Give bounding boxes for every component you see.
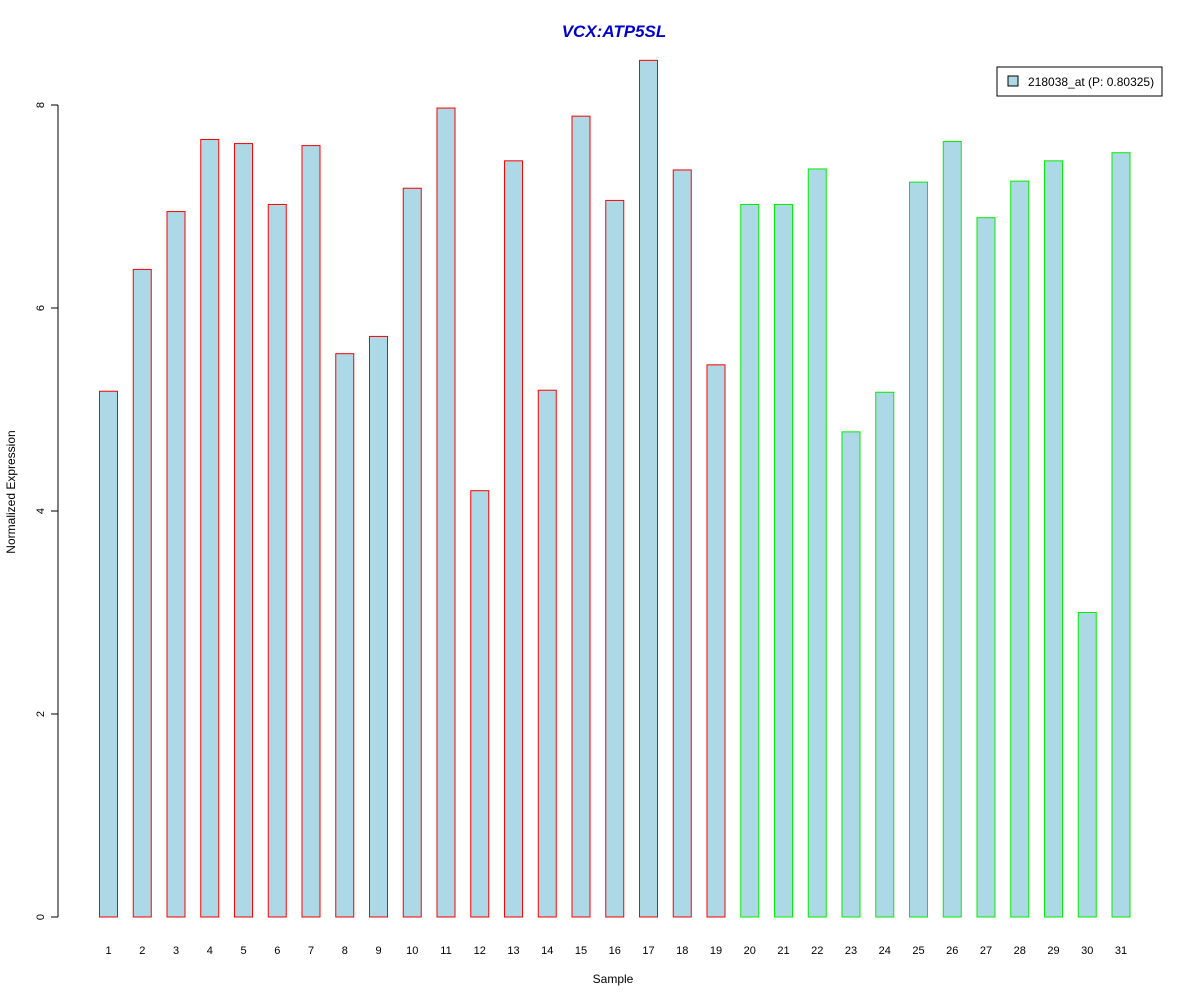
x-tick-label: 12 xyxy=(474,945,486,957)
x-tick-label: 17 xyxy=(642,945,654,957)
y-tick-label: 8 xyxy=(35,102,47,108)
x-tick-label: 16 xyxy=(609,945,621,957)
y-axis-label: Normalized Expression xyxy=(4,430,18,553)
bar-sample-27 xyxy=(976,217,996,918)
y-tick-label: 0 xyxy=(35,914,47,920)
x-tick-label: 1 xyxy=(105,945,111,957)
legend-swatch xyxy=(1007,75,1019,87)
x-tick-label: 30 xyxy=(1081,945,1093,957)
x-tick-label: 7 xyxy=(308,945,314,957)
bar-sample-11 xyxy=(436,107,456,918)
x-tick-label: 29 xyxy=(1047,945,1059,957)
bar-sample-1 xyxy=(99,390,118,918)
x-tick-label: 25 xyxy=(912,945,924,957)
x-tick-label: 14 xyxy=(541,945,553,957)
y-tick-label: 6 xyxy=(35,305,47,311)
x-tick-label: 20 xyxy=(744,945,756,957)
legend-entry: 218038_at (P: 0.80325) xyxy=(1028,75,1154,89)
bar-sample-21 xyxy=(774,203,793,918)
x-tick-label: 4 xyxy=(207,945,213,957)
bar-sample-16 xyxy=(605,199,625,918)
bar-sample-9 xyxy=(369,335,388,918)
bar-sample-7 xyxy=(301,145,321,918)
y-tick-label: 4 xyxy=(35,508,47,514)
bar-sample-19 xyxy=(706,364,726,918)
bar-sample-26 xyxy=(942,141,962,918)
bar-sample-28 xyxy=(1010,180,1030,918)
bar-sample-18 xyxy=(672,169,692,918)
bars xyxy=(99,59,1131,918)
x-tick-label: 6 xyxy=(274,945,280,957)
chart-title: VCX:ATP5SL xyxy=(562,22,667,41)
x-tick-label: 31 xyxy=(1115,945,1127,957)
x-tick-label: 3 xyxy=(173,945,179,957)
bar-sample-30 xyxy=(1077,612,1097,918)
bar-sample-24 xyxy=(875,391,895,918)
x-tick-labels: 1 2 3 4 5 6 7 8 9 10 11 12 13 14 15 16 17 18 19 20 21 22 23 24 2… xyxy=(105,945,1127,957)
x-tick-label: 24 xyxy=(879,945,891,957)
bar-sample-8 xyxy=(335,353,355,918)
bar-sample-17 xyxy=(639,59,658,918)
bar-sample-15 xyxy=(571,115,591,918)
x-tick-label: 28 xyxy=(1014,945,1026,957)
bar-sample-29 xyxy=(1044,160,1063,918)
bar-sample-25 xyxy=(909,181,928,918)
bar-sample-2 xyxy=(132,268,152,918)
x-tick-label: 23 xyxy=(845,945,857,957)
x-tick-label: 22 xyxy=(811,945,823,957)
bar-sample-23 xyxy=(841,431,861,918)
y-tick-label: 2 xyxy=(35,711,47,717)
bar-sample-13 xyxy=(504,160,523,918)
x-tick-label: 27 xyxy=(980,945,992,957)
x-axis-label: Sample xyxy=(593,972,634,986)
x-tick-label: 5 xyxy=(240,945,246,957)
bar-sample-31 xyxy=(1111,152,1131,918)
x-tick-label: 19 xyxy=(710,945,722,957)
x-tick-label: 11 xyxy=(440,945,451,957)
bar-sample-12 xyxy=(470,490,490,918)
x-tick-label: 2 xyxy=(139,945,145,957)
legend: 218038_at (P: 0.80325) xyxy=(996,66,1163,97)
bar-sample-3 xyxy=(166,211,186,918)
bar-sample-4 xyxy=(200,139,220,918)
bar-sample-22 xyxy=(807,168,827,918)
bar-sample-14 xyxy=(537,389,557,918)
legend-box xyxy=(996,66,1163,97)
bar-sample-5 xyxy=(234,143,253,918)
bar-sample-6 xyxy=(267,203,287,918)
x-tick-label: 26 xyxy=(946,945,958,957)
x-tick-label: 8 xyxy=(342,945,348,957)
bar-sample-10 xyxy=(402,187,422,918)
bar-sample-20 xyxy=(740,203,760,918)
x-tick-label: 10 xyxy=(406,945,418,957)
x-tick-label: 13 xyxy=(507,945,519,957)
x-tick-label: 21 xyxy=(777,945,789,957)
y-axis-ticks: 0 2 4 6 8 xyxy=(35,102,58,920)
x-tick-label: 15 xyxy=(575,945,587,957)
x-tick-label: 9 xyxy=(375,945,381,957)
x-tick-label: 18 xyxy=(676,945,688,957)
